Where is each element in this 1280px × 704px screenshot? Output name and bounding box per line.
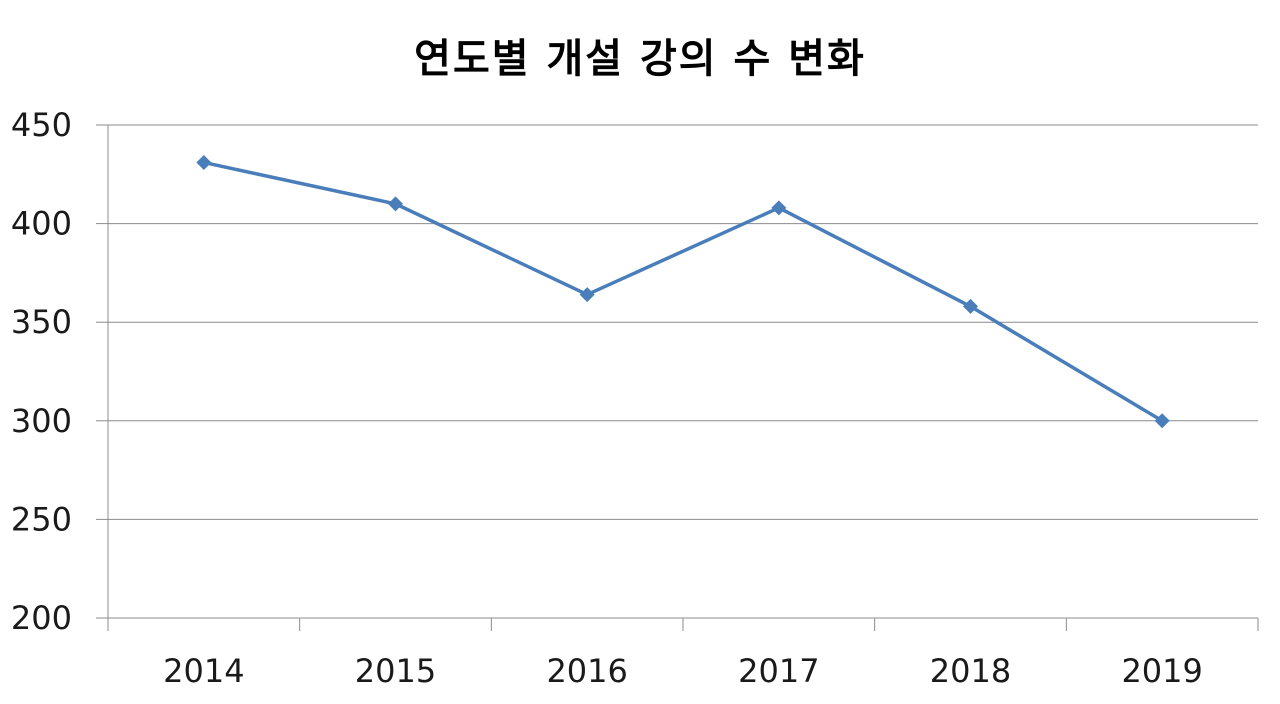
x-tick-label: 2015	[355, 652, 436, 690]
data-point-2018	[963, 298, 978, 314]
data-point-2019	[1154, 413, 1170, 429]
y-tick-label: 350	[11, 303, 72, 341]
series-group	[196, 154, 1170, 429]
data-point-2017	[771, 200, 787, 216]
gridlines	[108, 124, 1258, 619]
data-point-2015	[388, 196, 403, 212]
x-tick-label: 2016	[546, 652, 627, 690]
x-tick-label: 2018	[930, 652, 1011, 690]
chart-title: 연도별 개설 강의 수 변화	[414, 36, 866, 82]
y-tick-label: 400	[11, 205, 72, 243]
y-tick-label: 300	[11, 402, 72, 440]
y-tick-label: 450	[11, 106, 72, 144]
x-axis-ticks: 2014 2015 2016 2017 2018 2019	[107, 618, 1259, 690]
y-axis-ticks: 200 250 300 350 400 450	[11, 106, 108, 637]
data-point-2016	[579, 287, 595, 303]
data-point-2014	[196, 154, 212, 170]
axes	[107, 125, 1258, 619]
x-tick-label: 2014	[163, 652, 244, 690]
x-tick-label: 2019	[1121, 652, 1202, 690]
y-tick-label: 250	[11, 500, 72, 538]
x-tick-label: 2017	[738, 652, 819, 690]
y-tick-label: 200	[11, 599, 72, 637]
series-line	[203, 160, 1164, 423]
